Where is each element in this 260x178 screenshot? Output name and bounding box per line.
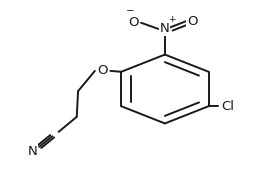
Text: N: N [28,145,38,158]
Text: +: + [168,15,175,24]
Text: N: N [160,22,170,35]
Text: O: O [97,64,108,77]
Text: Cl: Cl [222,100,235,113]
Text: O: O [129,16,139,29]
Text: −: − [126,6,134,16]
Text: O: O [187,15,197,28]
